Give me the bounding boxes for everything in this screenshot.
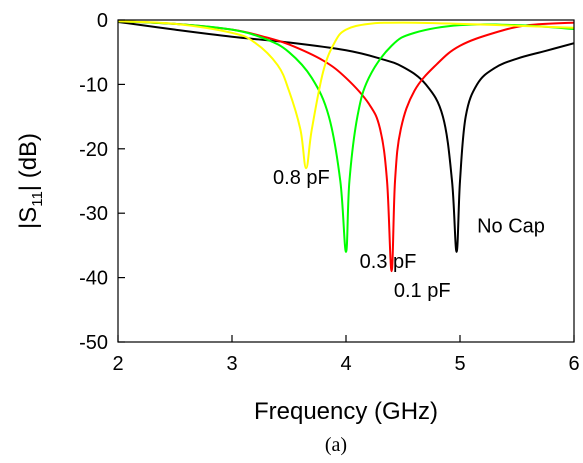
y-tick-label: 0: [97, 10, 108, 32]
series-annotation: No Cap: [477, 216, 545, 238]
y-axis-title: |S11| (dB): [15, 133, 46, 229]
tick-layer: 2 3 4 5 6 0 -10 -20 -30 -40 -50: [79, 10, 579, 375]
y-axis-title-tail: | (dB): [15, 133, 42, 191]
x-axis-title: Frequency (GHz): [254, 398, 438, 425]
x-tick-label: 5: [454, 353, 465, 375]
y-tick-label: -20: [79, 139, 108, 161]
figure-caption: (a): [325, 434, 347, 456]
series-line-0-1-pf: [118, 20, 574, 273]
y-tick-label: -30: [79, 203, 108, 225]
plot-frame: [117, 19, 575, 343]
x-tick-label: 3: [226, 353, 237, 375]
series-layer: [118, 20, 574, 273]
series-line-0-3-pf: [118, 20, 574, 253]
y-tick-label: -10: [79, 74, 108, 96]
x-tick-label: 6: [568, 353, 579, 375]
series-annotation: 0.8 pF: [273, 167, 330, 189]
series-annotation: 0.1 pF: [394, 280, 451, 302]
annotation-layer: 0.8 pF 0.3 pF 0.1 pF No Cap: [273, 167, 545, 302]
y-tick-label: -50: [79, 332, 108, 354]
x-tick-label: 4: [340, 353, 351, 375]
series-line-0-8-pf: [118, 20, 574, 170]
y-tick-label: -40: [79, 268, 108, 290]
y-axis-title-main: |S: [15, 207, 42, 229]
x-tick-label: 2: [112, 353, 123, 375]
series-annotation: 0.3 pF: [360, 251, 417, 273]
y-axis-title-subscript: 11: [29, 191, 46, 207]
series-line-no-cap: [118, 20, 574, 253]
